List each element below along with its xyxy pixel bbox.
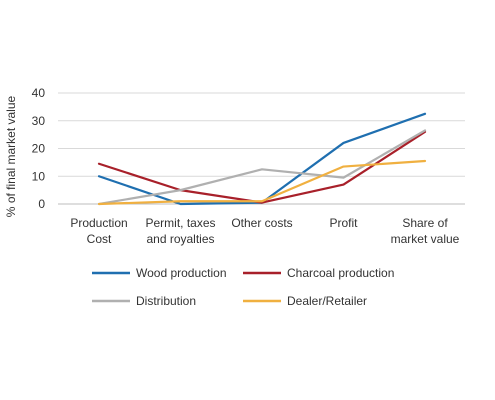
x-category-label-line: Production [70,216,127,230]
x-category-label: Permit, taxes and royalties [145,216,215,246]
y-tick-label: 40 [32,86,46,100]
y-tick-label: 30 [32,114,46,128]
x-category-label-line: Other costs [231,216,292,230]
x-category-label: Production Cost [70,216,127,246]
x-category-label-line: market value [391,232,460,246]
series-line-3 [97,159,427,206]
legend-label: Charcoal production [287,266,394,280]
y-axis-title: % of final market value [4,95,18,217]
x-category-label-line: and royalties [146,232,214,246]
x-category-label: Other costs [231,216,292,230]
series-line-2 [97,129,427,206]
y-tick-label: 20 [32,142,46,156]
x-category-label-line: Permit, taxes [145,216,215,230]
legend-label: Distribution [136,294,196,308]
x-category-label-line: Cost [87,232,112,246]
y-tick-label: 0 [38,197,45,211]
x-category-label: Profit [329,216,358,230]
legend-label: Dealer/Retailer [287,294,367,308]
y-tick-label: 10 [32,169,46,183]
x-category-label-line: Share of [402,216,448,230]
x-category-label-line: Profit [329,216,358,230]
series-line-1 [97,130,427,204]
legend-label: Wood production [136,266,227,280]
x-category-label: Share of market value [391,216,460,246]
